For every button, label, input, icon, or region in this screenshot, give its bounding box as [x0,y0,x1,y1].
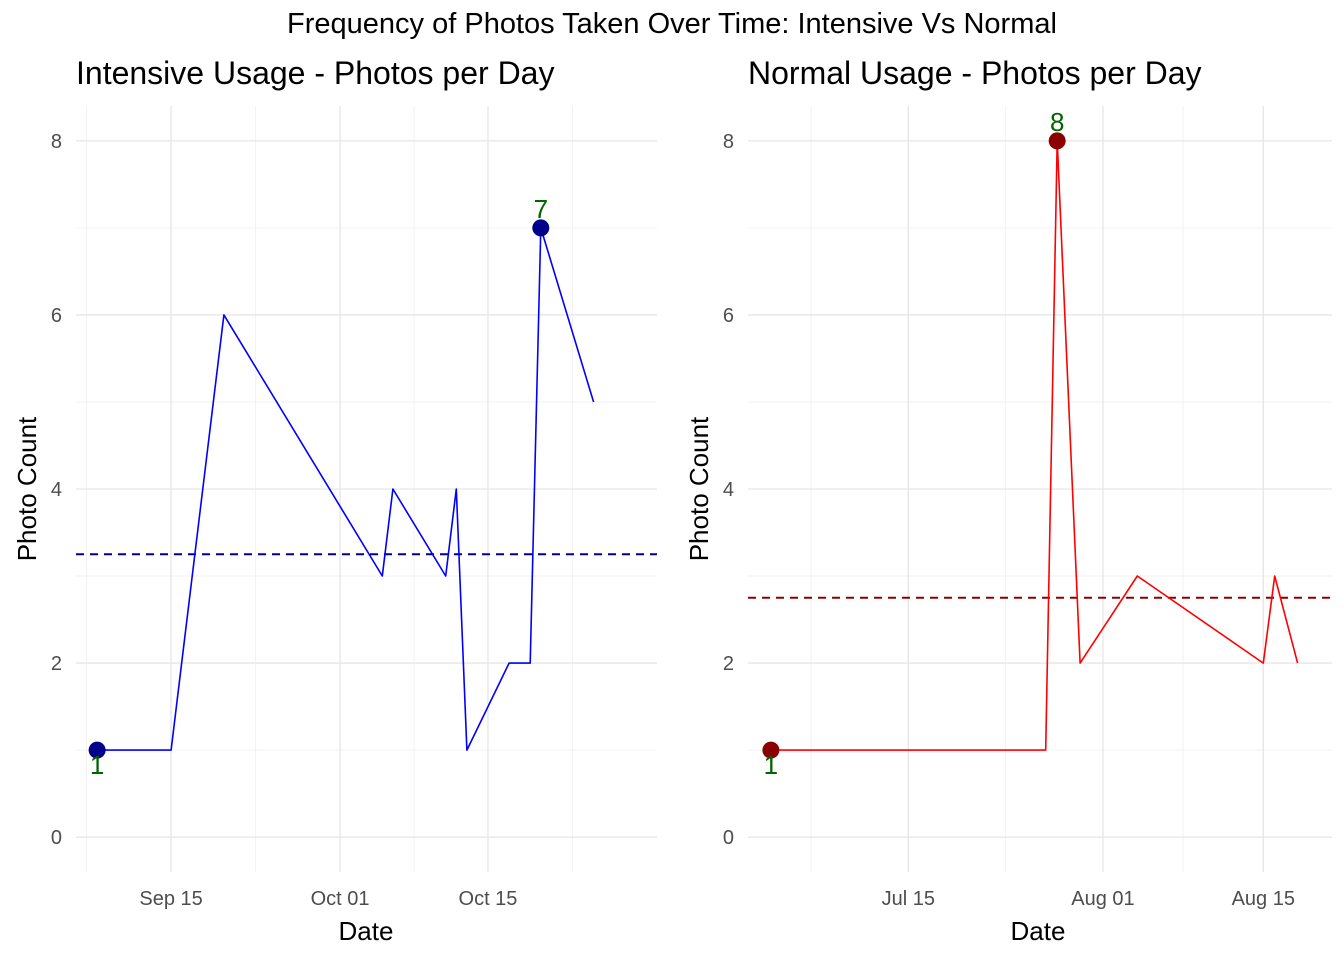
x-tick-label: Aug 15 [1232,888,1295,910]
marker-layer: 18 [762,107,1066,780]
series-layer [770,140,1299,751]
data-label: 7 [534,194,548,224]
x-tick-label: Oct 15 [459,888,518,910]
y-tick-label: 6 [51,305,62,327]
grid [76,106,657,872]
x-tick-label: Aug 01 [1071,888,1134,910]
panel-title: Normal Usage - Photos per Day [748,55,1202,91]
series-layer [97,227,595,751]
y-axis-title: Photo Count [12,416,42,561]
tick-layer: 0 2 4 6 8 Sep 15 Oct 01 Oct 15 [51,131,518,910]
data-label: 1 [764,750,778,780]
y-tick-label: 2 [723,653,734,675]
marker-layer: 17 [88,194,550,780]
highlight-point [532,219,550,237]
series-line [97,227,595,751]
highlight-point [762,741,780,759]
data-label: 1 [90,750,104,780]
figure-title: Frequency of Photos Taken Over Time: Int… [287,8,1057,40]
highlight-point [1048,132,1066,150]
series-line [770,140,1299,751]
tick-layer: 0 2 4 6 8 Jul 15 Aug 01 Aug 15 [723,131,1295,910]
x-tick-label: Sep 15 [139,888,202,910]
x-tick-label: Oct 01 [311,888,370,910]
y-tick-label: 6 [723,305,734,327]
grid [748,106,1332,872]
panel-title: Intensive Usage - Photos per Day [76,55,554,91]
highlight-point [88,741,106,759]
y-tick-label: 0 [723,827,734,849]
panel-normal: Normal Usage - Photos per Day 18 02468Ju… [684,55,1332,946]
x-axis-title: Date [339,916,394,946]
panel-intensive: Intensive Usage - Photos per Day 17 0246… [12,55,657,946]
y-tick-label: 4 [51,479,62,501]
y-tick-label: 2 [51,653,62,675]
x-tick-label: Jul 15 [882,888,935,910]
y-axis-title: Photo Count [684,416,714,561]
y-tick-label: 4 [723,479,734,501]
y-tick-label: 0 [51,827,62,849]
y-tick-label: 8 [723,131,734,153]
x-axis-title: Date [1011,916,1066,946]
data-label: 8 [1050,107,1064,137]
y-tick-label: 8 [51,131,62,153]
